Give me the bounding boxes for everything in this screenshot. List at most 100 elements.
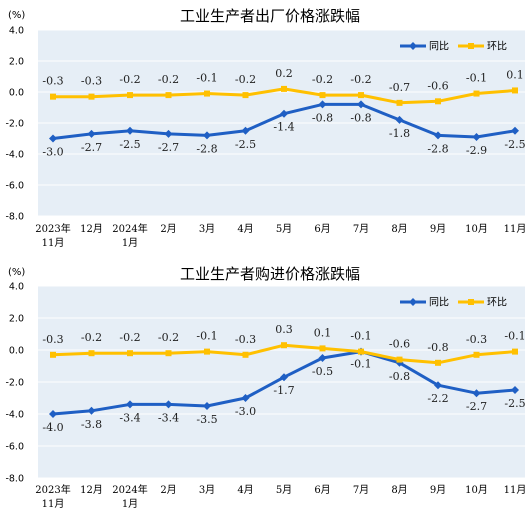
data-point-mom — [396, 356, 403, 363]
x-tick-label: 9月 — [430, 484, 446, 496]
y-unit-label: (%) — [8, 10, 25, 21]
x-tick-label: 1月 — [122, 498, 138, 510]
x-tick-label: 6月 — [314, 223, 330, 235]
x-tick-label: 11月 — [504, 484, 527, 496]
x-tick-label: 10月 — [465, 484, 488, 496]
data-label-yoy: -0.5 — [312, 365, 333, 378]
x-tick-label: 12月 — [80, 484, 103, 496]
data-point-yoy — [434, 131, 442, 140]
data-label-mom: -0.2 — [158, 73, 179, 86]
data-point-mom — [512, 348, 518, 355]
x-tick-label: 9月 — [430, 223, 446, 235]
x-tick-label: 11月 — [42, 237, 65, 249]
y-tick-label: -4.0 — [5, 150, 24, 161]
data-label-yoy: -2.5 — [504, 138, 525, 151]
data-label-yoy: -0.8 — [350, 111, 371, 124]
data-label-mom: -0.1 — [466, 72, 487, 85]
data-label-yoy: -2.2 — [427, 392, 448, 405]
y-tick-label: -8.0 — [5, 212, 24, 223]
data-point-mom — [281, 342, 287, 349]
data-point-yoy — [472, 132, 481, 141]
y-tick-label: 4.0 — [9, 282, 24, 293]
y-tick-label: 4.0 — [9, 26, 24, 37]
x-tick-label: 3月 — [199, 484, 215, 496]
data-label-mom: -0.3 — [81, 75, 102, 88]
x-tick-label: 8月 — [391, 223, 407, 235]
data-label-yoy: -2.8 — [427, 142, 448, 155]
legend-marker-mom — [468, 43, 474, 49]
data-label-yoy: -3.4 — [158, 411, 179, 424]
legend-label-mom: 环比 — [487, 297, 507, 309]
data-label-yoy: -0.1 — [350, 358, 371, 371]
data-point-mom — [88, 350, 95, 357]
data-point-mom — [358, 348, 364, 355]
data-point-yoy — [49, 410, 57, 418]
data-label-mom: -0.2 — [350, 73, 371, 86]
data-point-yoy — [126, 400, 134, 409]
x-tick-label: 2024年 — [112, 483, 147, 496]
data-point-mom — [435, 98, 441, 105]
data-label-yoy: -0.8 — [312, 111, 333, 124]
data-point-mom — [281, 85, 287, 92]
data-point-yoy — [318, 100, 327, 109]
x-tick-label: 12月 — [80, 223, 103, 235]
x-tick-label: 6月 — [314, 484, 330, 496]
data-label-mom: -0.2 — [235, 73, 256, 86]
x-tick-label: 5月 — [276, 223, 292, 235]
data-point-yoy — [241, 126, 250, 135]
data-label-mom: -0.7 — [389, 81, 410, 94]
data-point-yoy — [87, 129, 96, 138]
data-point-mom — [50, 93, 56, 100]
data-point-yoy — [280, 373, 288, 382]
data-point-yoy — [203, 131, 211, 140]
data-point-yoy — [357, 100, 365, 109]
data-point-mom — [512, 87, 518, 94]
data-label-mom: -0.2 — [81, 331, 102, 344]
data-point-yoy — [164, 400, 173, 409]
x-tick-label: 2024年 — [112, 222, 147, 235]
data-label-yoy: -0.8 — [389, 370, 410, 383]
data-point-mom — [473, 351, 480, 358]
y-tick-label: 0.0 — [9, 346, 24, 357]
y-tick-label: -6.0 — [5, 181, 24, 192]
data-point-yoy — [318, 354, 327, 362]
data-point-mom — [88, 93, 95, 100]
data-point-mom — [242, 92, 249, 99]
data-label-mom: -0.1 — [350, 330, 371, 343]
y-tick-label: 2.0 — [9, 314, 24, 325]
legend-marker-mom — [468, 299, 474, 305]
data-label-yoy: -2.7 — [81, 141, 102, 154]
x-tick-label: 10月 — [465, 223, 488, 235]
data-label-mom: 0.1 — [314, 326, 332, 339]
data-label-mom: -0.6 — [389, 338, 410, 351]
data-label-yoy: -3.8 — [81, 418, 102, 431]
data-label-yoy: -2.8 — [196, 142, 217, 155]
y-tick-label: -2.0 — [5, 119, 24, 130]
data-point-yoy — [87, 406, 96, 415]
data-point-mom — [473, 90, 480, 97]
x-tick-label: 5月 — [276, 484, 292, 496]
data-label-mom: -0.1 — [196, 72, 217, 85]
data-point-yoy — [203, 402, 211, 410]
data-label-mom: 0.2 — [275, 67, 293, 80]
legend: 同比 环比 — [400, 297, 507, 309]
data-point-yoy — [472, 389, 481, 398]
data-label-mom: -0.2 — [119, 331, 140, 344]
data-label-yoy: -2.7 — [466, 400, 487, 413]
data-point-yoy — [511, 386, 519, 394]
data-label-yoy: -3.5 — [196, 413, 217, 426]
data-label-mom: -0.8 — [427, 341, 448, 354]
data-label-mom: -0.3 — [235, 333, 256, 346]
data-label-mom: -0.2 — [158, 331, 179, 344]
legend: 同比 环比 — [400, 41, 507, 53]
data-label-mom: -0.1 — [504, 330, 525, 343]
y-tick-label: 0.0 — [9, 88, 24, 99]
x-tick-label: 7月 — [353, 484, 369, 496]
data-point-mom — [50, 351, 56, 358]
x-tick-label: 4月 — [237, 223, 253, 235]
chart-title: 工业生产者出厂价格涨跌幅 — [180, 7, 360, 25]
x-tick-label: 7月 — [353, 223, 369, 235]
data-label-mom: -0.1 — [196, 330, 217, 343]
data-label-yoy: -3.4 — [119, 411, 140, 424]
